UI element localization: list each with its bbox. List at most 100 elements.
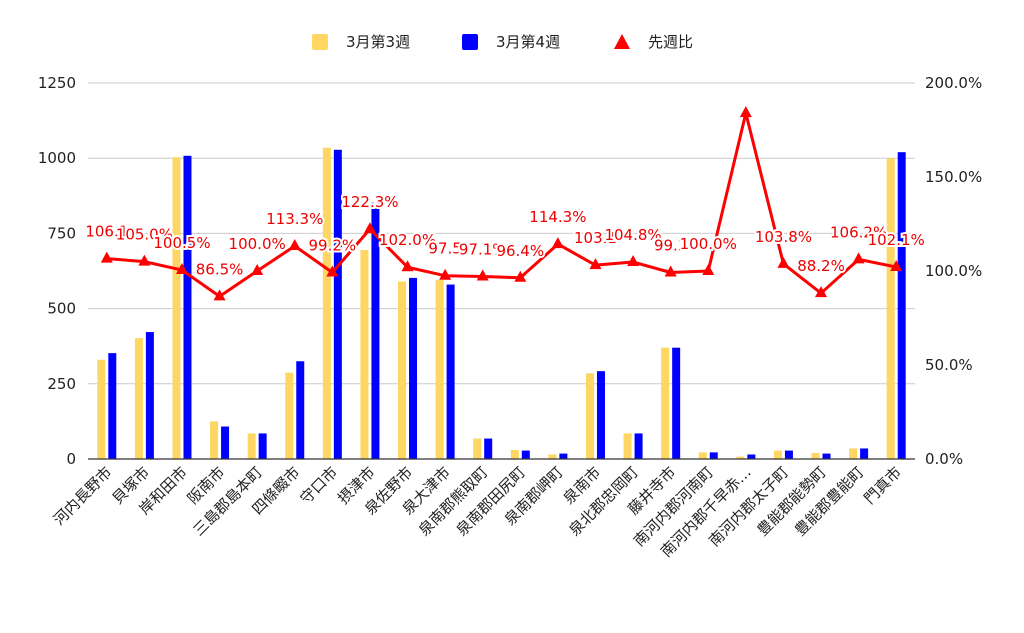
bar: [172, 157, 181, 459]
bar: [183, 155, 192, 460]
y-left-tick-label: 1250: [38, 74, 76, 92]
bar: [849, 448, 858, 459]
bar: [108, 353, 117, 459]
line-marker: [739, 106, 752, 118]
bar: [258, 433, 267, 459]
bar: [473, 438, 482, 459]
y-left-tick-label: 500: [47, 300, 76, 318]
line-marker: [401, 260, 414, 272]
bar: [736, 456, 745, 459]
bar: [672, 347, 681, 459]
bar: [860, 448, 869, 459]
data-label: 100.5%: [153, 234, 210, 252]
line-marker: [627, 254, 640, 266]
bar: [784, 450, 793, 459]
y-left-tick-label: 250: [47, 375, 76, 393]
bar: [747, 454, 756, 459]
bar: [398, 281, 407, 459]
line-marker: [175, 263, 188, 275]
bar: [634, 433, 643, 459]
bars: [97, 147, 906, 460]
bar: [596, 371, 605, 459]
bar: [333, 149, 342, 460]
x-tick-label: 守口市: [297, 463, 342, 508]
line-marker: [251, 264, 264, 275]
bar: [296, 361, 305, 459]
line-marker: [815, 286, 828, 298]
legend-label: 3月第4週: [496, 33, 560, 51]
line-marker: [476, 269, 489, 281]
bar: [97, 359, 106, 459]
legend-swatch: [462, 34, 478, 50]
y-right-tick-label: 0.0%: [925, 450, 963, 468]
data-label: 102.1%: [868, 231, 925, 249]
bar: [221, 426, 230, 459]
data-label: 113.3%: [266, 210, 323, 228]
line-marker: [702, 264, 715, 275]
legend-marker: [614, 34, 630, 49]
bar: [409, 277, 418, 459]
line-marker: [138, 254, 151, 266]
data-label: 103.1: [574, 229, 617, 247]
bar: [698, 452, 707, 459]
bar: [510, 449, 519, 459]
y-left-tick-label: 0: [66, 450, 76, 468]
bar: [521, 450, 530, 459]
bar: [134, 338, 143, 459]
bar: [360, 249, 369, 459]
bar: [446, 284, 455, 459]
line-marker: [213, 289, 226, 301]
data-label: 100.0%: [680, 235, 737, 253]
line-marker: [890, 260, 903, 272]
line-marker: [326, 265, 339, 277]
data-label: 86.5%: [196, 260, 244, 278]
data-label: 99.2: [654, 237, 687, 255]
bar: [585, 373, 594, 459]
line-marker: [288, 238, 301, 250]
y-left-tick-label: 750: [47, 224, 76, 242]
series-line: [106, 111, 897, 298]
bar: [661, 347, 670, 459]
bar: [548, 454, 557, 459]
line-marker: [100, 251, 113, 263]
y-right-tick-label: 200.0%: [925, 74, 982, 92]
line-marker: [589, 258, 602, 270]
bar: [559, 453, 568, 459]
line-marker: [664, 265, 677, 277]
bar: [371, 202, 380, 460]
bar: [822, 453, 831, 459]
x-tick-label: 河内長野市: [50, 463, 116, 529]
data-label: 104.8%: [604, 226, 661, 244]
bar: [897, 152, 906, 459]
data-label: 106.2%: [830, 223, 887, 241]
data-label: 102.0%: [379, 231, 436, 249]
data-label: 122.3%: [341, 193, 398, 211]
data-label: 105.0%: [116, 226, 173, 244]
bar: [145, 332, 154, 459]
data-label: 97.5: [428, 240, 461, 258]
bar: [811, 452, 820, 459]
data-label: 96.4%: [496, 242, 544, 260]
data-label: 97.1%: [459, 240, 507, 258]
line-marker: [363, 222, 376, 234]
line-marker: [551, 237, 564, 249]
data-label: 103.8%: [755, 228, 812, 246]
legend-label: 3月第3週: [346, 33, 410, 51]
y-right-tick-label: 100.0%: [925, 262, 982, 280]
line-marker: [852, 252, 865, 264]
bar: [247, 433, 256, 459]
bar: [210, 421, 219, 459]
x-tick-label: 門真市: [860, 463, 905, 508]
y-left-tick-label: 1000: [38, 149, 76, 167]
data-label: 106.1: [85, 223, 128, 241]
line-marker: [777, 256, 790, 268]
legend-label: 先週比: [648, 33, 693, 51]
bar: [773, 450, 782, 459]
bar: [886, 158, 895, 459]
bar: [285, 372, 294, 459]
legend: 3月第3週 3月第4週 先週比: [312, 33, 693, 51]
data-label: 99.2%: [309, 237, 357, 255]
